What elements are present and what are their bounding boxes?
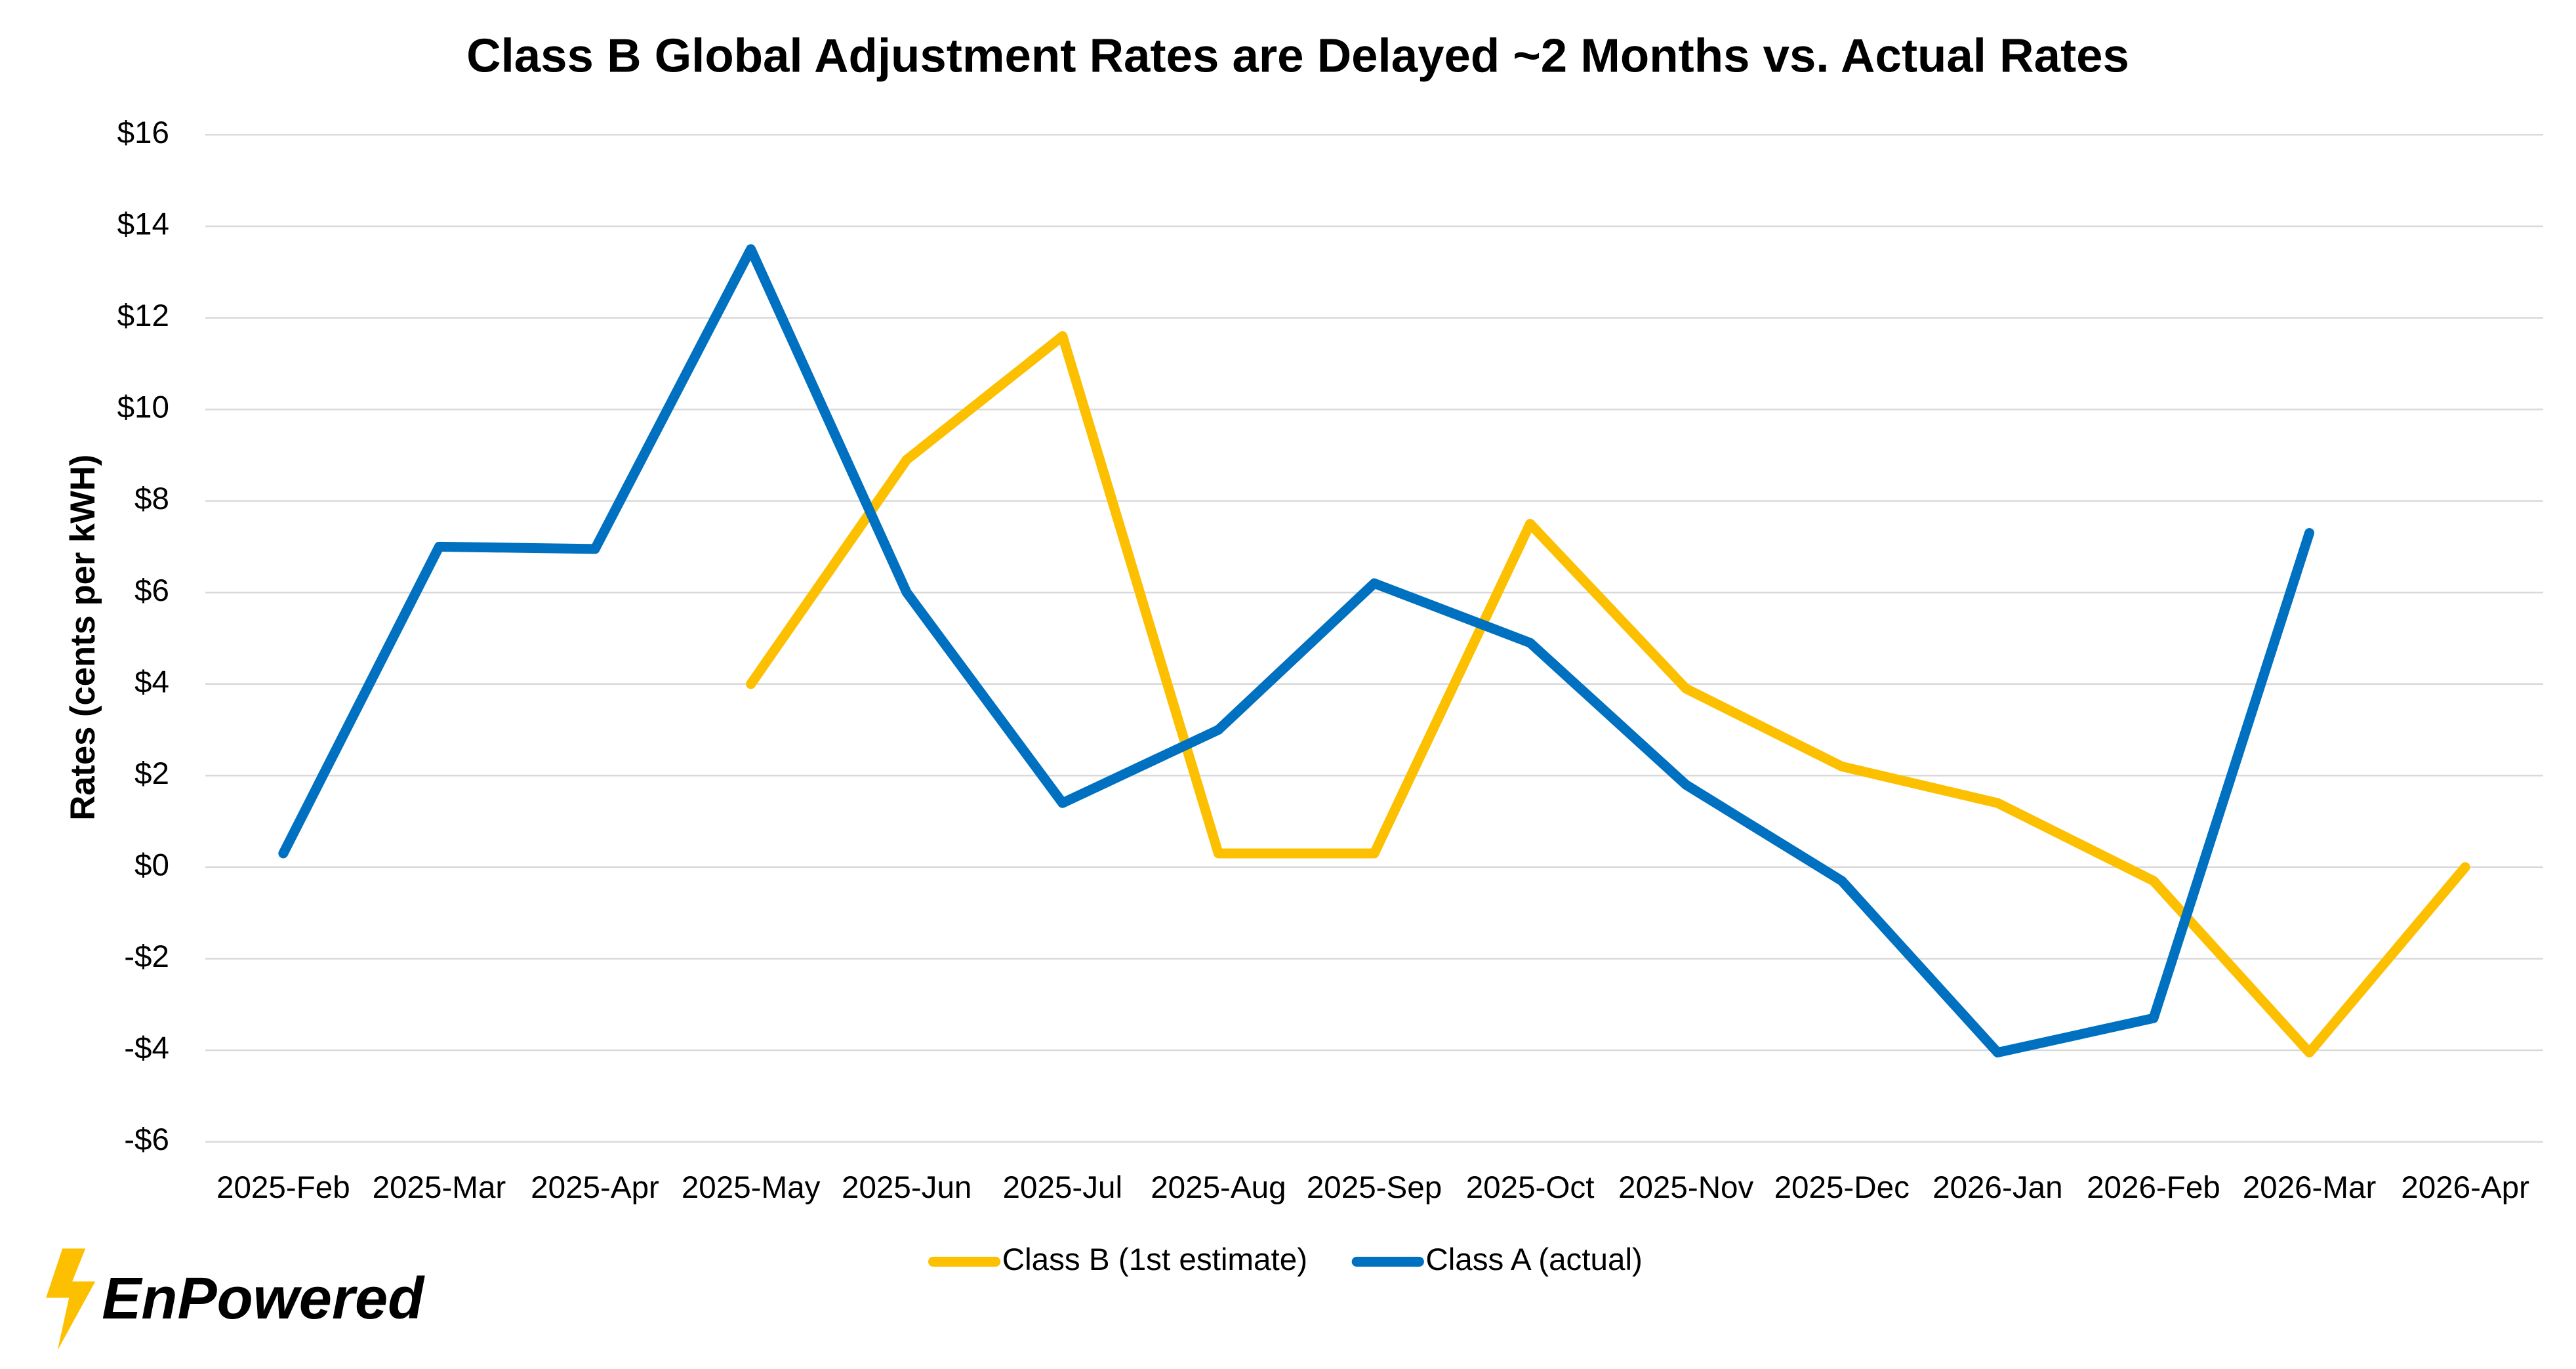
y-tick-label: $16 — [117, 115, 169, 150]
x-tick-label: 2025-May — [682, 1170, 821, 1205]
x-tick-label: 2025-Sep — [1307, 1170, 1442, 1205]
logo-bolt — [46, 1248, 96, 1351]
x-tick-label: 2026-Mar — [2243, 1170, 2377, 1205]
x-tick-label: 2025-Feb — [216, 1170, 350, 1205]
x-tick-label: 2026-Jan — [1932, 1170, 2062, 1205]
x-tick-label: 2025-Mar — [373, 1170, 506, 1205]
y-tick-label: -$6 — [124, 1122, 169, 1157]
y-tick-label: $8 — [134, 481, 169, 516]
y-tick-label: $14 — [117, 207, 169, 242]
x-tick-label: 2026-Feb — [2087, 1170, 2220, 1205]
x-tick-label: 2026-Apr — [2401, 1170, 2529, 1205]
logo: EnPowered — [46, 1248, 425, 1351]
x-tick-label: 2025-Jul — [1003, 1170, 1123, 1205]
chart-title: Class B Global Adjustment Rates are Dela… — [466, 29, 2129, 82]
y-tick-label: -$4 — [124, 1031, 169, 1066]
y-tick-label: -$2 — [124, 939, 169, 974]
x-tick-label: 2025-Aug — [1151, 1170, 1286, 1205]
series-line — [278, 244, 2315, 1058]
legend-label: Class A (actual) — [1425, 1242, 1643, 1277]
y-axis-label: Rates (cents per kWH) — [64, 455, 102, 821]
x-tick-label: 2025-Apr — [531, 1170, 659, 1205]
y-tick-label: $4 — [134, 664, 169, 699]
logo-text: EnPowered — [102, 1265, 425, 1332]
y-tick-label: $0 — [134, 848, 169, 882]
y-tick-label: $6 — [134, 573, 169, 608]
y-tick-label: $12 — [117, 298, 169, 333]
y-tick-label: $2 — [134, 756, 169, 791]
x-tick-label: 2025-Jun — [842, 1170, 971, 1205]
x-tick-label: 2025-Oct — [1466, 1170, 1595, 1205]
x-tick-label: 2025-Dec — [1774, 1170, 1910, 1205]
legend-label: Class B (1st estimate) — [1002, 1242, 1307, 1277]
x-tick-label: 2025-Nov — [1618, 1170, 1754, 1205]
y-tick-label: $10 — [117, 390, 169, 425]
series-line — [746, 331, 2470, 1058]
